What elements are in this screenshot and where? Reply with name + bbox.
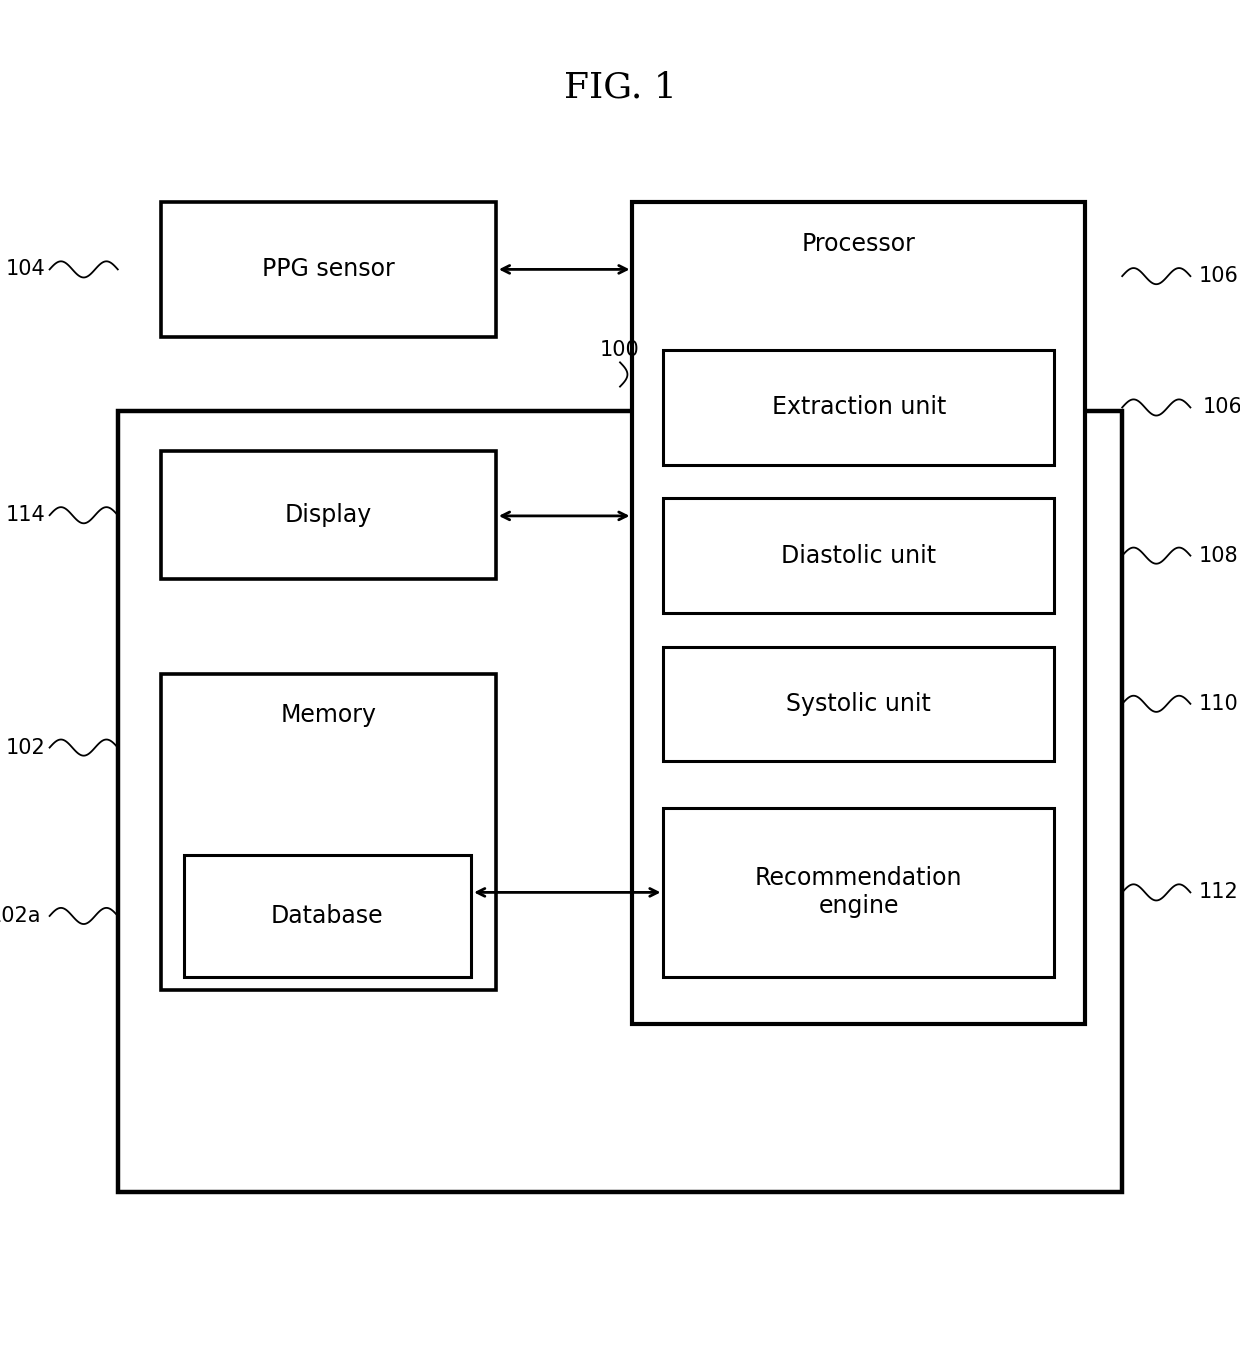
Text: 108: 108 <box>1199 546 1239 566</box>
Text: 106a: 106a <box>1203 397 1240 418</box>
Text: Extraction unit: Extraction unit <box>771 396 946 419</box>
Text: Memory: Memory <box>280 703 377 727</box>
Bar <box>161 202 496 337</box>
Bar <box>663 647 1054 761</box>
Text: Recommendation
engine: Recommendation engine <box>755 866 962 919</box>
Text: 104: 104 <box>6 260 46 279</box>
Text: 102a: 102a <box>0 907 41 925</box>
Bar <box>663 498 1054 613</box>
Bar <box>161 674 496 990</box>
Text: FIG. 1: FIG. 1 <box>563 70 677 105</box>
Text: 110: 110 <box>1199 694 1239 714</box>
Bar <box>184 855 471 977</box>
Text: Diastolic unit: Diastolic unit <box>781 544 936 567</box>
Text: 100: 100 <box>600 339 640 360</box>
Text: PPG sensor: PPG sensor <box>262 257 396 282</box>
Text: 114: 114 <box>6 505 46 525</box>
Bar <box>663 808 1054 977</box>
Bar <box>632 202 1085 1024</box>
Bar <box>161 451 496 579</box>
Text: 112: 112 <box>1199 882 1239 902</box>
Text: 102: 102 <box>6 738 46 757</box>
Bar <box>663 350 1054 465</box>
Text: Database: Database <box>272 904 383 928</box>
Text: 106: 106 <box>1199 267 1239 286</box>
Text: Display: Display <box>285 504 372 527</box>
Text: Processor: Processor <box>802 232 915 256</box>
Bar <box>118 411 1122 1192</box>
Text: Systolic unit: Systolic unit <box>786 692 931 715</box>
